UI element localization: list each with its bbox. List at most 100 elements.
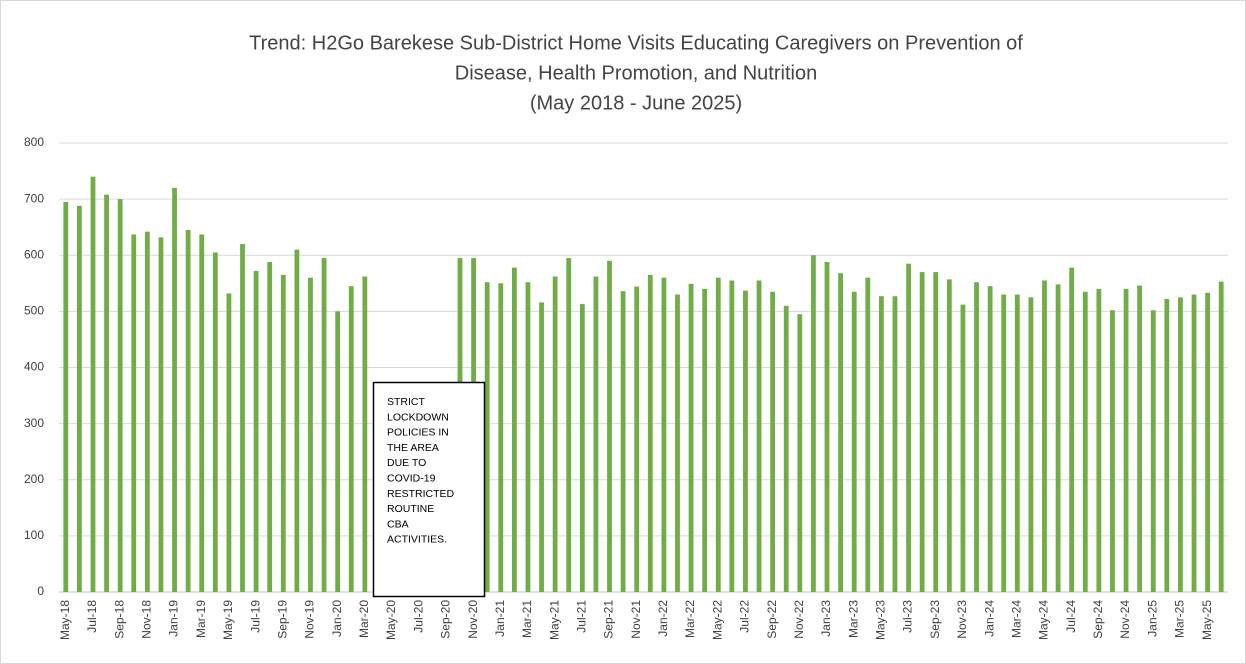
x-tick-label: Nov-18 bbox=[140, 600, 154, 639]
bar bbox=[715, 277, 721, 592]
bar bbox=[634, 286, 640, 592]
bar bbox=[158, 237, 164, 593]
y-tick-label: 400 bbox=[24, 360, 44, 374]
annotation-box bbox=[372, 381, 486, 598]
bar bbox=[253, 270, 259, 592]
x-tick-label: Jan-23 bbox=[819, 600, 833, 637]
x-tick-label: Sep-19 bbox=[275, 600, 289, 639]
bar bbox=[212, 252, 218, 592]
bar bbox=[539, 302, 544, 592]
annotation-text: LOCKDOWN bbox=[387, 411, 449, 423]
y-tick-label: 200 bbox=[24, 472, 44, 486]
x-tick-label: Jul-20 bbox=[411, 600, 425, 633]
chart-title: (May 2018 - June 2025) bbox=[530, 92, 742, 114]
x-tick-label: Mar-25 bbox=[1173, 600, 1187, 638]
bar bbox=[607, 260, 612, 592]
bar bbox=[1042, 280, 1047, 592]
bar bbox=[1191, 294, 1197, 592]
bar bbox=[906, 263, 911, 592]
bar bbox=[661, 277, 667, 592]
bar bbox=[348, 286, 354, 592]
x-tick-label: Jul-21 bbox=[575, 600, 589, 633]
bar bbox=[104, 194, 109, 592]
bar bbox=[280, 274, 286, 592]
bar bbox=[851, 291, 857, 592]
bar bbox=[702, 288, 708, 592]
x-tick-label: Mar-19 bbox=[194, 600, 208, 638]
y-tick-label: 100 bbox=[24, 528, 44, 542]
chart-title: Disease, Health Promotion, and Nutrition bbox=[455, 62, 817, 84]
annotation-text: POLICIES IN bbox=[387, 427, 449, 439]
bar bbox=[579, 304, 585, 592]
x-tick-label: Mar-23 bbox=[846, 600, 860, 638]
x-tick-label: May-22 bbox=[710, 600, 724, 640]
x-tick-label: Nov-22 bbox=[792, 600, 806, 639]
x-tick-label: Sep-21 bbox=[602, 600, 616, 639]
x-tick-label: Mar-24 bbox=[1009, 600, 1023, 638]
x-tick-label: May-19 bbox=[221, 600, 235, 640]
bar bbox=[1164, 299, 1170, 592]
bar bbox=[63, 201, 69, 592]
bar bbox=[484, 282, 490, 592]
x-tick-label: Jan-21 bbox=[493, 600, 507, 637]
bar bbox=[1178, 297, 1183, 592]
y-tick-label: 700 bbox=[24, 191, 44, 205]
chart-title: Trend: H2Go Barekese Sub-District Home V… bbox=[249, 32, 1023, 54]
bar bbox=[566, 258, 572, 592]
bar bbox=[525, 282, 531, 592]
bar bbox=[1137, 285, 1143, 592]
x-tick-label: Sep-18 bbox=[112, 600, 126, 639]
bar bbox=[172, 187, 177, 592]
bar bbox=[1110, 310, 1115, 592]
x-tick-label: Mar-21 bbox=[520, 600, 534, 638]
x-tick-label: Nov-20 bbox=[466, 600, 480, 639]
x-tick-label: Jan-24 bbox=[982, 600, 996, 637]
x-tick-label: Nov-21 bbox=[629, 600, 643, 639]
x-tick-label: Jul-22 bbox=[738, 600, 752, 633]
bar bbox=[511, 267, 517, 592]
bar bbox=[335, 311, 341, 592]
x-tick-label: Mar-22 bbox=[683, 600, 697, 638]
bar bbox=[1123, 288, 1129, 592]
bar bbox=[987, 286, 993, 592]
bar bbox=[240, 244, 245, 592]
bar bbox=[1014, 294, 1020, 592]
bar bbox=[688, 283, 694, 592]
bar bbox=[1055, 284, 1061, 592]
y-tick-label: 600 bbox=[24, 247, 44, 261]
annotation-text: COVID-19 bbox=[387, 473, 436, 485]
x-tick-label: May-21 bbox=[547, 600, 561, 640]
y-tick-label: 800 bbox=[24, 135, 44, 149]
bar bbox=[267, 261, 273, 592]
x-tick-label: May-18 bbox=[58, 600, 72, 640]
bar bbox=[756, 280, 762, 592]
bar bbox=[960, 304, 966, 592]
bar bbox=[797, 314, 803, 592]
bar bbox=[620, 291, 626, 592]
x-tick-label: Jul-19 bbox=[248, 600, 262, 633]
bar bbox=[1150, 310, 1156, 592]
annotation-text: ACTIVITIES. bbox=[387, 534, 447, 546]
bar bbox=[185, 229, 191, 592]
x-tick-label: May-24 bbox=[1037, 600, 1051, 640]
bar bbox=[647, 274, 653, 592]
bar bbox=[878, 296, 884, 592]
x-tick-label: Jul-18 bbox=[85, 600, 99, 633]
x-tick-label: Jan-25 bbox=[1145, 600, 1159, 637]
bar bbox=[117, 199, 123, 592]
bar bbox=[675, 294, 680, 592]
bar bbox=[824, 261, 830, 592]
bar bbox=[308, 277, 313, 592]
y-tick-label: 500 bbox=[24, 304, 44, 318]
bar bbox=[199, 234, 205, 592]
bar bbox=[838, 273, 843, 592]
bar bbox=[1001, 294, 1007, 592]
bar bbox=[321, 258, 327, 592]
annotation-text: CBA bbox=[387, 518, 409, 530]
bar bbox=[294, 249, 300, 592]
x-tick-label: Jul-23 bbox=[901, 600, 915, 633]
bar bbox=[1096, 288, 1102, 592]
x-tick-label: May-23 bbox=[874, 600, 888, 640]
bar bbox=[783, 305, 789, 592]
